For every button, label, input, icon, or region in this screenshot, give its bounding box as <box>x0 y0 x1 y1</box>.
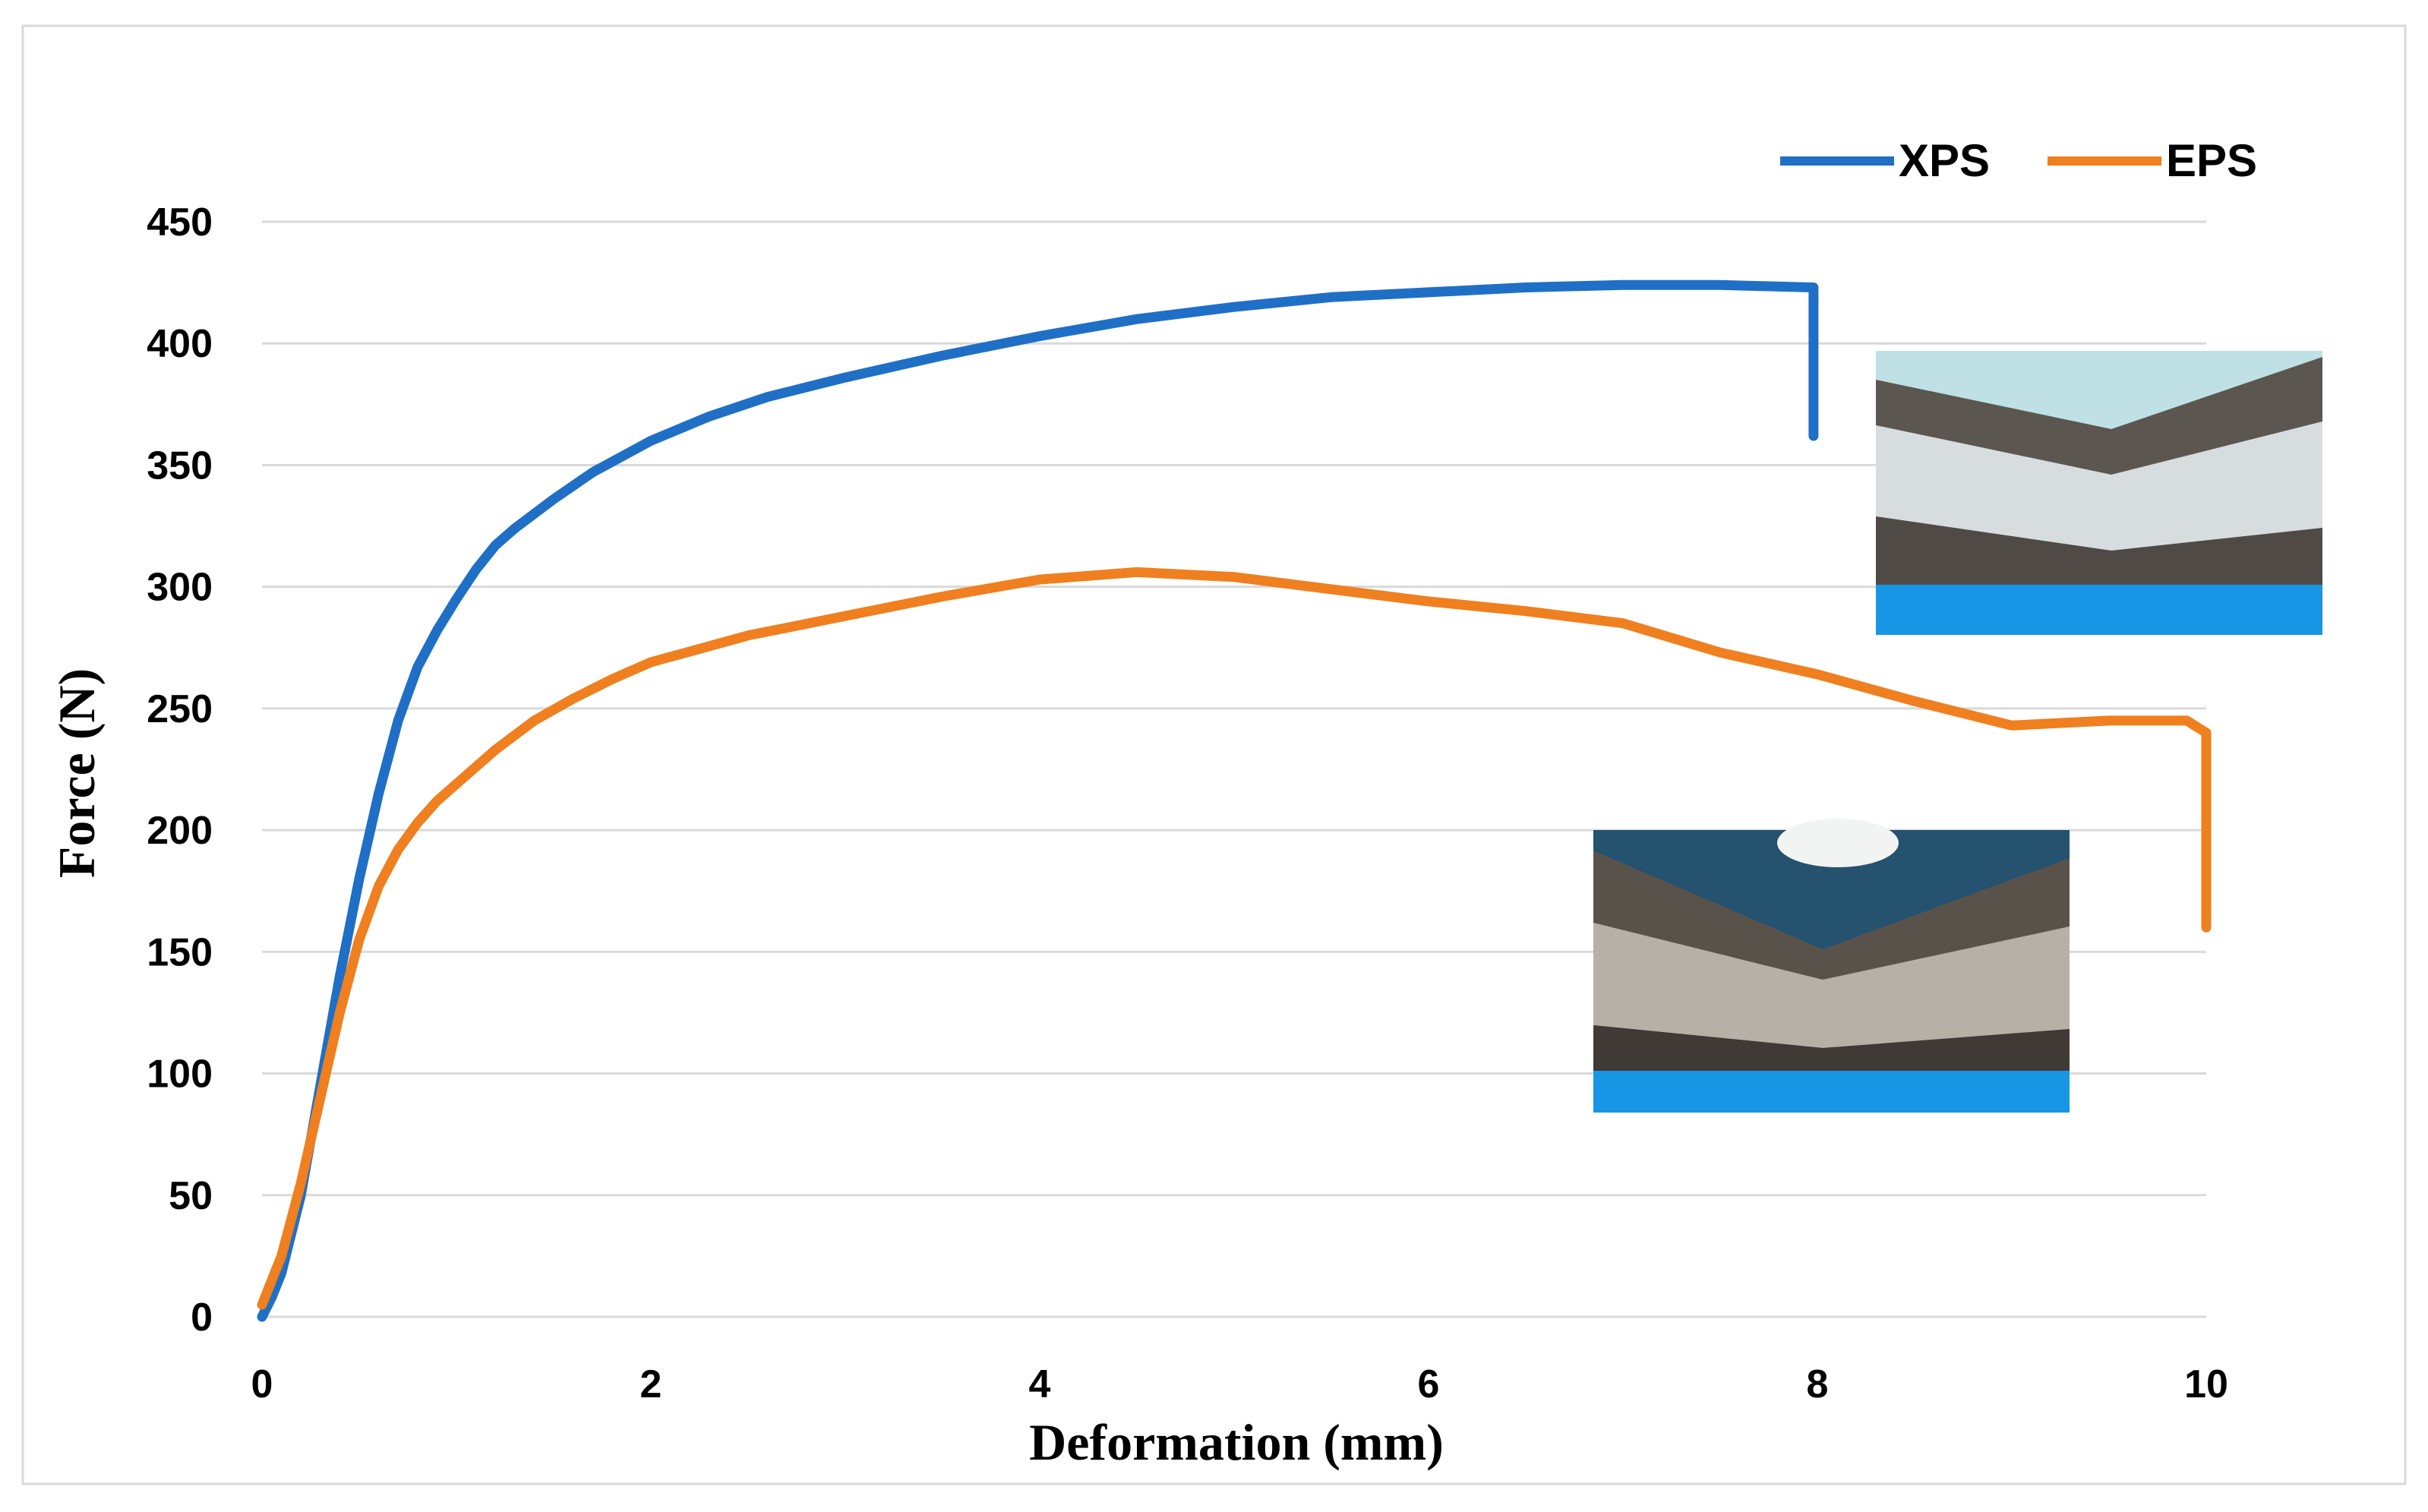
y-tick-label-0: 0 <box>191 1296 213 1340</box>
grid-lines <box>262 220 2206 1318</box>
figure-border <box>21 24 2407 1485</box>
y-tick-label-300: 300 <box>147 566 213 610</box>
series-line-xps <box>257 279 1819 1322</box>
y-tick-label-400: 400 <box>147 322 213 366</box>
y-tick-label-100: 100 <box>147 1053 213 1097</box>
y-tick-label-50: 50 <box>169 1174 213 1218</box>
specimen-photos <box>1593 351 2322 1113</box>
y-tick-label-200: 200 <box>147 809 213 853</box>
x-axis-title: Deformation (mm) <box>1029 1413 1444 1471</box>
eps-specimen-photo <box>1593 819 2070 1113</box>
y-tick-label-250: 250 <box>147 687 213 731</box>
xps-specimen-photo <box>1876 351 2322 635</box>
y-tick-label-450: 450 <box>147 200 213 245</box>
x-tick-label-2: 2 <box>640 1362 662 1406</box>
legend-label-eps: EPS <box>2166 135 2257 186</box>
y-tick-label-350: 350 <box>147 443 213 488</box>
legend-label-xps: XPS <box>1899 135 1990 186</box>
x-tick-label-6: 6 <box>1418 1362 1440 1406</box>
y-axis-ticks: 0 50 100 150 200 250 300 350 400 450 <box>147 200 213 1340</box>
y-axis-title: Force (N) <box>48 668 106 878</box>
x-axis-ticks: 0 2 4 6 8 10 <box>251 1362 2228 1406</box>
series-lines <box>257 279 2212 1322</box>
x-tick-label-0: 0 <box>251 1362 273 1406</box>
x-tick-label-8: 8 <box>1807 1362 1829 1406</box>
series-line-eps <box>257 567 2212 1310</box>
y-tick-label-150: 150 <box>147 930 213 974</box>
legend-item-eps: EPS <box>2048 135 2257 186</box>
legend: XPS EPS <box>1780 135 2257 186</box>
legend-item-xps: XPS <box>1780 135 1990 186</box>
x-tick-label-10: 10 <box>2184 1362 2228 1406</box>
x-tick-label-4: 4 <box>1029 1362 1051 1406</box>
